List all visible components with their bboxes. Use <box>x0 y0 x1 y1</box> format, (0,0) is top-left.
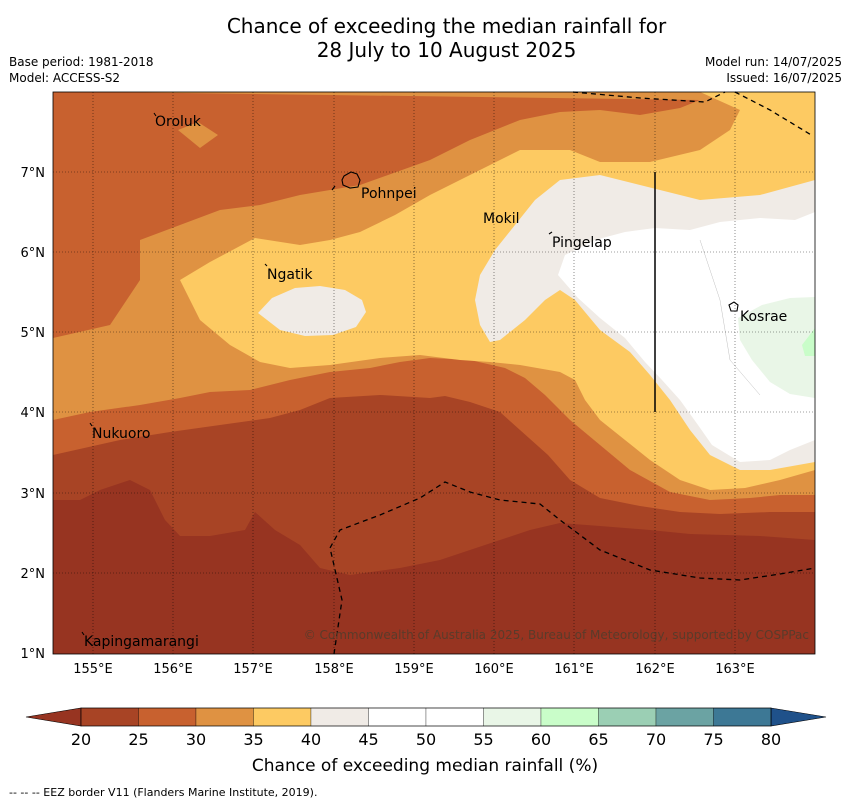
colorbar-ticks: 20 25 30 35 40 45 50 55 60 65 70 75 80 <box>71 730 781 749</box>
lon-tick: 156°E <box>153 662 193 677</box>
lat-tick: 3°N <box>21 487 46 502</box>
lon-tick: 162°E <box>635 662 675 677</box>
colorbar-tick: 75 <box>703 730 723 749</box>
lat-tick: 6°N <box>21 246 46 261</box>
lat-tick: 5°N <box>21 326 46 341</box>
colorbar-cell <box>80 707 139 727</box>
colorbar-cell <box>598 707 657 727</box>
colorbar-cell <box>310 707 369 727</box>
place-pohnpei: Pohnpei <box>361 186 417 202</box>
title-line-2: 28 July to 10 August 2025 <box>316 38 577 62</box>
colorbar-tick: 35 <box>243 730 263 749</box>
lon-tick: 161°E <box>554 662 594 677</box>
thin-contour-line <box>699 239 761 396</box>
colorbar-cell <box>540 707 599 727</box>
place-kapingamarangi: Kapingamarangi <box>84 634 199 650</box>
lon-tick: 155°E <box>73 662 113 677</box>
place-pingelap: Pingelap <box>552 235 612 251</box>
place-kosrae: Kosrae <box>740 309 787 325</box>
islands <box>81 112 739 636</box>
meta-right: Model run: 14/07/2025 Issued: 16/07/2025 <box>705 54 842 86</box>
colorbar-tick: 40 <box>301 730 321 749</box>
lat-tick: 7°N <box>21 166 46 181</box>
rainfall-contours <box>53 92 815 654</box>
place-labels: Oroluk Pohnpei Mokil Pingelap Ngatik Kos… <box>84 114 787 650</box>
lon-tick: 160°E <box>474 662 514 677</box>
lon-tick: 163°E <box>715 662 755 677</box>
colorbar-cell <box>483 707 542 727</box>
kosrae-outline <box>728 301 739 312</box>
colorbar-cell <box>253 707 312 727</box>
lat-tick: 1°N <box>21 647 46 662</box>
map-title: Chance of exceeding the median rainfall … <box>0 14 850 62</box>
colorbar-tick: 45 <box>358 730 378 749</box>
grid-lines <box>53 92 815 654</box>
colorbar-cell <box>425 707 484 727</box>
colorbar-under-arrow <box>25 707 82 727</box>
colorbar: 20 25 30 35 40 45 50 55 60 65 70 75 80 <box>25 707 827 749</box>
place-mokil: Mokil <box>483 211 520 227</box>
lat-tick: 2°N <box>21 567 46 582</box>
copyright-credit: © Commonwealth of Australia 2025, Bureau… <box>303 628 809 642</box>
lon-tick: 158°E <box>314 662 354 677</box>
place-ngatik: Ngatik <box>267 267 313 283</box>
contour-45-55 <box>558 212 815 462</box>
colorbar-tick: 70 <box>646 730 666 749</box>
colorbar-label: Chance of exceeding median rainfall (%) <box>251 756 599 776</box>
colorbar-cells <box>80 707 772 727</box>
issued-text: Issued: 16/07/2025 <box>726 71 842 85</box>
map-frame <box>52 91 816 655</box>
colorbar-cell <box>713 707 772 727</box>
colorbar-cell <box>368 707 427 727</box>
lon-axis: 155°E 156°E 157°E 158°E 159°E 160°E 161°… <box>73 662 755 677</box>
meta-left: Base period: 1981-2018 Model: ACCESS-S2 <box>9 54 154 86</box>
colorbar-tick: 20 <box>71 730 91 749</box>
colorbar-tick: 50 <box>416 730 436 749</box>
colorbar-over-arrow <box>770 707 827 727</box>
colorbar-cell <box>138 707 197 727</box>
colorbar-tick: 60 <box>531 730 551 749</box>
title-line-1: Chance of exceeding the median rainfall … <box>226 14 667 38</box>
place-nukuoro: Nukuoro <box>92 426 150 442</box>
eez-footnote: -- -- -- EEZ border V11 (Flanders Marine… <box>9 786 318 799</box>
pohnpei-outline <box>341 171 361 189</box>
colorbar-cell <box>655 707 714 727</box>
contour-55-60 <box>738 297 815 398</box>
eez-border <box>329 91 816 655</box>
contour-40-45-blob <box>258 286 366 336</box>
contour-blob-oroluk <box>178 122 218 148</box>
place-oroluk: Oroluk <box>155 114 202 130</box>
colorbar-frame <box>80 707 772 727</box>
lat-axis: 7°N 6°N 5°N 4°N 3°N 2°N 1°N <box>21 166 46 662</box>
contour-60-65 <box>802 328 815 356</box>
colorbar-cell <box>195 707 254 727</box>
model-text: Model: ACCESS-S2 <box>9 71 121 85</box>
model-run-text: Model run: 14/07/2025 <box>704 55 842 69</box>
colorbar-tick: 65 <box>588 730 608 749</box>
colorbar-tick: 30 <box>186 730 206 749</box>
lat-tick: 4°N <box>21 406 46 421</box>
lon-tick: 159°E <box>394 662 434 677</box>
lon-tick: 157°E <box>233 662 273 677</box>
base-period-text: Base period: 1981-2018 <box>9 55 154 69</box>
colorbar-tick: 80 <box>761 730 781 749</box>
colorbar-tick: 25 <box>128 730 148 749</box>
colorbar-tick: 55 <box>473 730 493 749</box>
